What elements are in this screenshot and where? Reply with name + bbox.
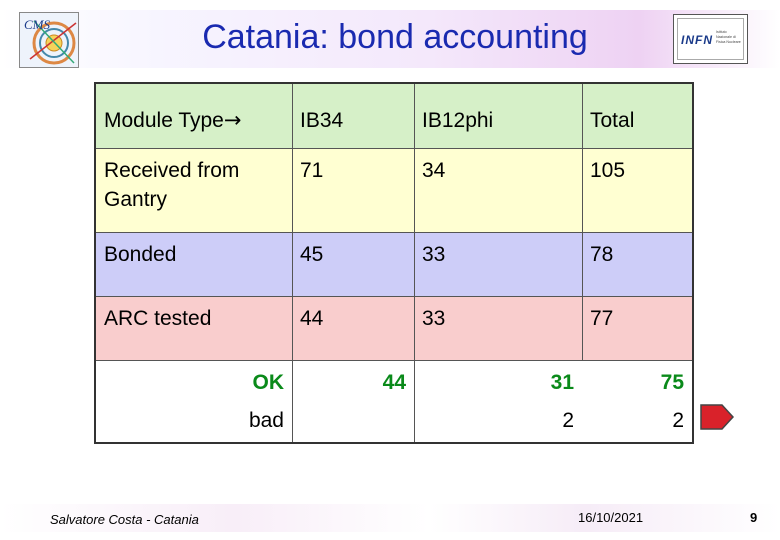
row-received-ib34: 71 <box>300 159 324 182</box>
arc-ok-ib12phi: 31 <box>550 371 574 394</box>
header-ib34: IB34 <box>300 109 344 132</box>
arc-bad-ib12phi: 2 <box>562 409 574 432</box>
row-arc-tested-label: ARC tested <box>104 307 212 330</box>
cms-logo-icon: CMS <box>20 13 78 67</box>
row-received-total: 105 <box>590 159 626 182</box>
infn-logo-subtext: Istituto Nazionale di Fisica Nucleare <box>716 30 741 44</box>
grid-line <box>414 360 415 442</box>
grid-line <box>96 360 692 361</box>
footer-band <box>0 504 780 532</box>
footer-author: Salvatore Costa - Catania <box>50 512 199 527</box>
row-bonded-bg <box>96 232 692 296</box>
header-ib12phi: IB12phi <box>422 109 494 132</box>
bond-accounting-table: Module Type→ IB34 IB12phi Total Received… <box>94 82 694 444</box>
arc-bad-label: bad <box>248 409 284 432</box>
row-arc-tested-bg <box>96 296 692 360</box>
row-bonded-ib34: 45 <box>300 243 324 266</box>
slide-title: Catania: bond accounting <box>202 18 588 56</box>
footer-date: 16/10/2021 <box>578 510 644 525</box>
grid-line <box>96 232 692 233</box>
infn-logo-frame <box>677 18 744 60</box>
header-total: Total <box>590 109 635 132</box>
row-arc-tested-ib12phi: 33 <box>422 307 446 330</box>
arc-ok-ib34: 44 <box>382 371 406 394</box>
footer-page-number: 9 <box>750 510 758 525</box>
row-bonded-label: Bonded <box>104 243 177 266</box>
cms-logo-text: CMS <box>24 17 51 32</box>
header-row-bg <box>96 84 692 148</box>
arc-ok-label: OK <box>252 371 285 394</box>
row-arc-tested-total: 77 <box>590 307 614 330</box>
cms-logo: CMS <box>19 12 79 68</box>
red-arrow-icon <box>700 404 734 430</box>
grid-line <box>96 296 692 297</box>
header-module-type: Module Type→ <box>96 100 292 141</box>
grid-line <box>96 148 692 149</box>
row-received-label: Received from Gantry <box>104 159 240 211</box>
grid-line <box>414 84 415 360</box>
arrow-right-icon: → <box>223 108 242 132</box>
header-module-type-label: Module Type <box>104 109 224 132</box>
arc-ok-total: 75 <box>660 371 684 394</box>
row-received-bg <box>96 148 692 232</box>
row-received-ib12phi: 34 <box>422 159 446 182</box>
infn-logo: INFN Istituto Nazionale di Fisica Nuclea… <box>673 14 748 64</box>
arc-bad-total: 2 <box>672 409 684 432</box>
grid-line <box>292 360 293 442</box>
row-bonded-total: 78 <box>590 243 614 266</box>
header-band <box>0 10 780 68</box>
grid-line <box>582 84 583 360</box>
grid-line <box>292 84 293 360</box>
row-bonded-ib12phi: 33 <box>422 243 446 266</box>
row-arc-tested-ib34: 44 <box>300 307 324 330</box>
infn-logo-text: INFN <box>681 33 713 47</box>
